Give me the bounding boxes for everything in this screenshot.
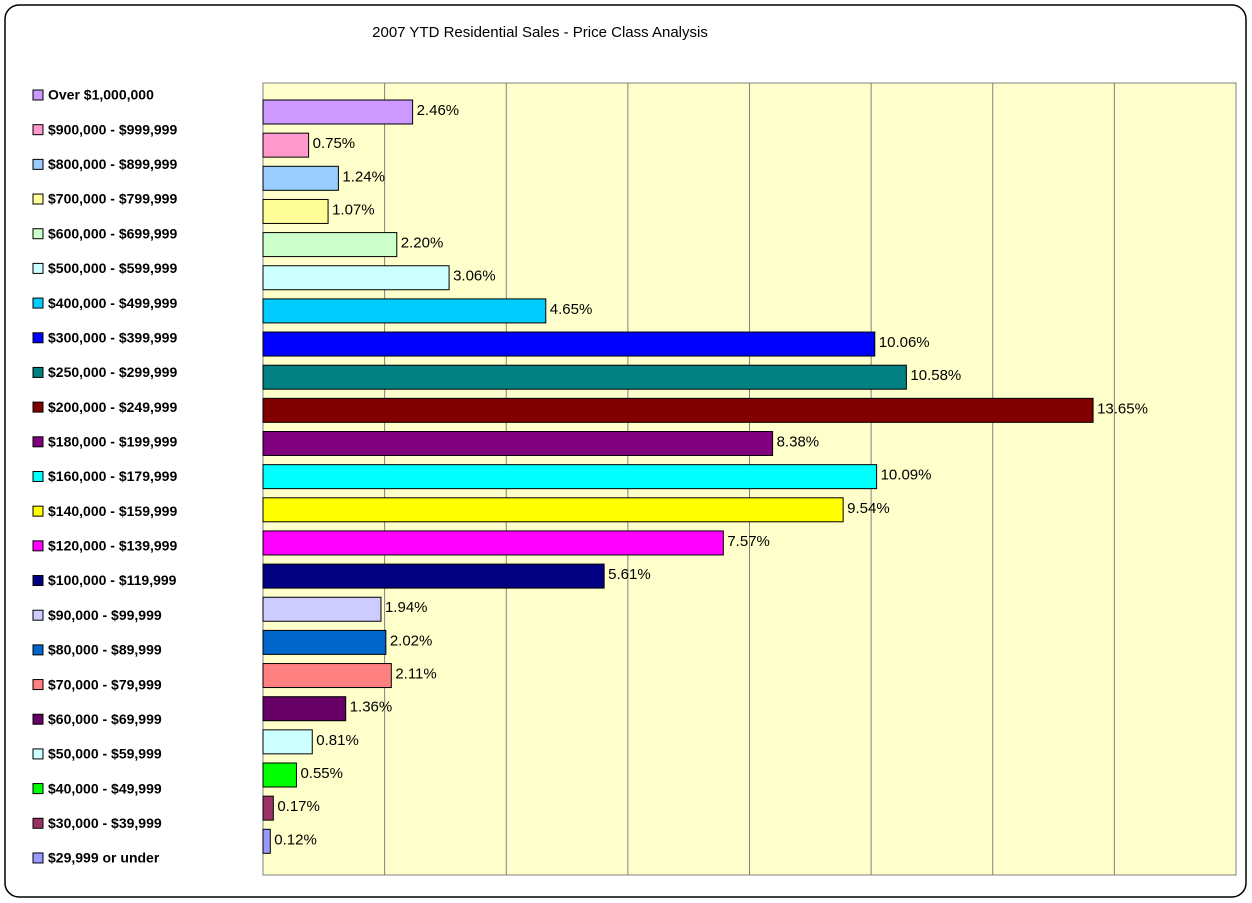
- legend-swatch: [32, 401, 44, 413]
- value-label: 1.94%: [385, 599, 428, 616]
- bar: [262, 596, 382, 622]
- bar: [262, 397, 1094, 423]
- legend-label: $200,000 - $249,999: [48, 399, 177, 415]
- value-label: 2.11%: [395, 666, 436, 683]
- legend-label: $120,000 - $139,999: [48, 538, 177, 554]
- bar: [262, 265, 450, 291]
- legend-swatch: [32, 817, 44, 829]
- legend-label: $50,000 - $59,999: [48, 746, 162, 762]
- legend-swatch: [32, 679, 44, 691]
- legend-label: $160,000 - $179,999: [48, 468, 177, 484]
- legend-label: $100,000 - $119,999: [48, 572, 177, 588]
- value-label: 9.54%: [847, 500, 890, 517]
- legend-swatch: [32, 609, 44, 621]
- legend-swatch: [32, 297, 44, 309]
- legend-swatch: [32, 575, 44, 587]
- legend-swatch: [32, 540, 44, 552]
- legend-label: Over $1,000,000: [48, 87, 154, 103]
- legend-label: $250,000 - $299,999: [48, 364, 177, 380]
- legend-swatch: [32, 193, 44, 205]
- value-label: 10.09%: [881, 467, 932, 484]
- legend-label: $30,000 - $39,999: [48, 815, 162, 831]
- legend-label: $400,000 - $499,999: [48, 295, 177, 311]
- bar: [262, 629, 387, 655]
- legend-label: $180,000 - $199,999: [48, 434, 177, 450]
- bar: [262, 298, 547, 324]
- value-label: 3.06%: [453, 268, 496, 285]
- legend-label: $29,999 or under: [48, 850, 160, 866]
- value-label: 1.36%: [350, 699, 393, 716]
- legend-swatch: [32, 332, 44, 344]
- legend-label: $800,000 - $899,999: [48, 156, 177, 172]
- legend-label: $300,000 - $399,999: [48, 329, 177, 345]
- chart-title: 2007 YTD Residential Sales - Price Class…: [372, 24, 708, 41]
- legend-swatch: [32, 852, 44, 864]
- value-label: 0.55%: [300, 765, 343, 782]
- bar: [262, 663, 392, 689]
- value-label: 0.81%: [316, 732, 359, 749]
- bar: [262, 364, 907, 390]
- bar: [262, 762, 297, 788]
- value-label: 0.12%: [274, 831, 317, 848]
- bar: [262, 431, 774, 456]
- bar: [262, 828, 271, 854]
- legend-label: $140,000 - $159,999: [48, 503, 177, 519]
- bar: [262, 464, 878, 490]
- bar: [262, 99, 414, 125]
- bar: [262, 795, 274, 821]
- legend-swatch: [32, 748, 44, 760]
- legend-swatch: [32, 505, 44, 517]
- legend-label: $40,000 - $49,999: [48, 780, 162, 796]
- legend-swatch: [32, 158, 44, 170]
- legend-label: $700,000 - $799,999: [48, 191, 177, 207]
- legend-swatch: [32, 366, 44, 378]
- legend-swatch: [32, 262, 44, 274]
- bar: [262, 165, 339, 191]
- value-label: 10.58%: [910, 367, 961, 384]
- bar: [262, 696, 347, 722]
- value-label: 0.75%: [313, 135, 356, 152]
- value-label: 5.61%: [608, 566, 651, 583]
- value-label: 2.02%: [390, 632, 433, 649]
- legend-swatch: [32, 124, 44, 136]
- legend-swatch: [32, 89, 44, 101]
- value-label: 7.57%: [727, 533, 770, 550]
- legend-label: $80,000 - $89,999: [48, 642, 162, 658]
- legend-swatch: [32, 436, 44, 448]
- value-label: 0.17%: [277, 798, 320, 815]
- value-label: 2.20%: [401, 235, 444, 252]
- bar: [262, 563, 605, 589]
- bar: [262, 232, 398, 258]
- value-label: 13.65%: [1097, 400, 1148, 417]
- value-label: 1.07%: [332, 201, 375, 218]
- bar: [262, 132, 310, 158]
- legend-label: $70,000 - $79,999: [48, 676, 162, 692]
- legend-label: $600,000 - $699,999: [48, 225, 177, 241]
- legend-swatch: [32, 228, 44, 240]
- value-label: 10.06%: [879, 334, 930, 351]
- bar: [262, 497, 844, 523]
- legend-swatch: [32, 470, 44, 482]
- value-label: 4.65%: [550, 301, 593, 318]
- bar: [262, 331, 876, 357]
- legend-label: $60,000 - $69,999: [48, 711, 162, 727]
- value-label: 1.24%: [342, 168, 385, 185]
- bar: [262, 198, 329, 224]
- legend-label: $90,000 - $99,999: [48, 607, 162, 623]
- legend-label: $900,000 - $999,999: [48, 121, 177, 137]
- legend-swatch: [32, 644, 44, 656]
- value-label: 2.46%: [417, 102, 460, 119]
- value-label: 8.38%: [777, 433, 820, 450]
- bar: [262, 530, 724, 556]
- bar: [262, 729, 313, 755]
- legend-swatch: [32, 713, 44, 725]
- legend-swatch: [32, 783, 44, 795]
- legend-label: $500,000 - $599,999: [48, 260, 177, 276]
